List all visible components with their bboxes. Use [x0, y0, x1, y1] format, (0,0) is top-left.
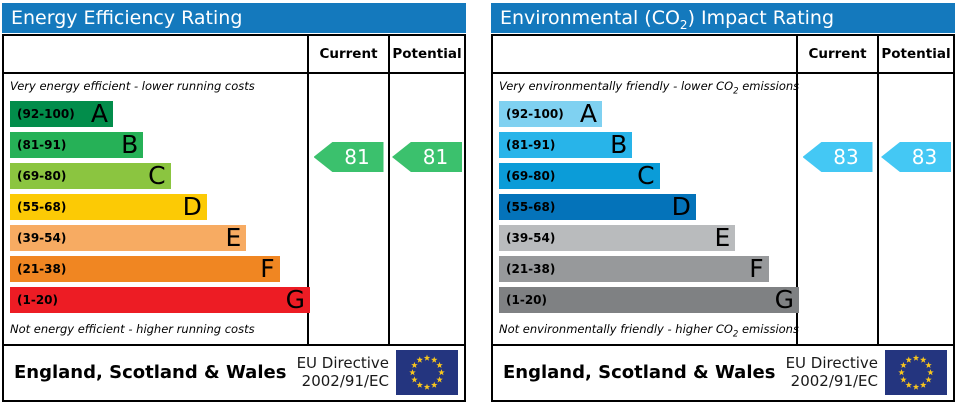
rating-band-a: (92-100) A	[10, 99, 114, 128]
rating-bands: (92-100) A (81-91) B (69-80) C (55-68) D (39-54)…	[493, 99, 799, 318]
rating-header-cell	[493, 36, 798, 72]
band-range-label: (92-100)	[17, 107, 75, 121]
eu-directive-label: EU Directive 2002/91/EC	[296, 354, 389, 390]
band-letter: G	[774, 285, 794, 314]
band-letter: E	[225, 223, 242, 252]
bottom-note: Not energy efficient - higher running co…	[10, 321, 255, 336]
potential-value-cell: 81	[390, 74, 464, 344]
region-label: England, Scotland & Wales	[503, 361, 776, 383]
band-letter: B	[610, 130, 628, 159]
top-note: Very environmentally friendly - lower CO…	[499, 79, 800, 97]
rating-band-c: (69-80) C	[499, 163, 660, 189]
band-letter: A	[90, 99, 109, 128]
band-range-label: (39-54)	[506, 231, 556, 245]
title-text: Environmental (CO	[500, 7, 680, 29]
band-range-label: (1-20)	[506, 293, 547, 307]
eu-directive-label: EU Directive 2002/91/EC	[785, 354, 878, 390]
band-range-label: (55-68)	[506, 200, 556, 214]
bottom-note: Not environmentally friendly - higher CO…	[499, 321, 799, 339]
band-range-label: (39-54)	[17, 231, 67, 245]
rating-band-d: (55-68) D	[10, 194, 207, 220]
title-text-post: ) Impact Rating	[687, 7, 835, 29]
potential-value-cell: 83	[879, 74, 953, 344]
potential-rating-arrow: 81	[392, 142, 462, 172]
band-letter: D	[671, 192, 691, 221]
table-header-row: Current Potential	[493, 36, 953, 74]
environmental-impact-panel: Environmental (CO2) Impact Rating Curren…	[491, 3, 955, 402]
band-range-label: (81-91)	[17, 138, 67, 152]
current-rating-value: 81	[344, 145, 370, 169]
band-range-label: (92-100)	[506, 107, 564, 121]
current-value-cell: 81	[309, 74, 390, 344]
table-body-row: Very energy efficient - lower running co…	[4, 74, 464, 344]
current-column-header: Current	[798, 36, 879, 72]
current-rating-value: 83	[833, 145, 859, 169]
region-label: England, Scotland & Wales	[14, 361, 287, 383]
band-range-label: (55-68)	[17, 200, 67, 214]
table-body-row: Very environmentally friendly - lower CO…	[493, 74, 953, 344]
potential-rating-value: 81	[422, 145, 449, 169]
potential-rating-arrow: 83	[881, 142, 951, 172]
rating-band-f: (21-38) F	[10, 256, 280, 282]
current-value-cell: 83	[798, 74, 879, 344]
band-range-label: (69-80)	[17, 169, 67, 183]
table-footer: England, Scotland & Wales EU Directive 2…	[493, 344, 953, 398]
rating-band-e: (39-54) E	[10, 223, 247, 252]
band-letter: G	[285, 285, 305, 314]
band-range-label: (1-20)	[17, 293, 58, 307]
environmental-rating-table: Current Potential Very environmentally f…	[491, 34, 955, 402]
rating-scale-cell: Very energy efficient - lower running co…	[4, 74, 310, 344]
current-column-header: Current	[309, 36, 390, 72]
rating-header-cell	[4, 36, 309, 72]
energy-efficiency-panel: Energy Efficiency Rating Current Potenti…	[2, 3, 466, 402]
rating-band-b: (81-91) B	[10, 130, 144, 159]
current-rating-arrow: 81	[313, 142, 384, 172]
rating-band-e: (39-54) E	[499, 223, 736, 252]
rating-band-d: (55-68) D	[499, 194, 696, 220]
band-letter: D	[182, 192, 202, 221]
band-range-label: (81-91)	[506, 138, 556, 152]
current-rating-arrow: 83	[802, 142, 873, 172]
rating-band-f: (21-38) F	[499, 256, 769, 282]
rating-band-g: (1-20) G	[10, 287, 310, 313]
rating-band-a: (92-100) A	[499, 99, 603, 128]
band-letter: F	[260, 254, 275, 283]
band-letter: E	[714, 223, 731, 252]
band-letter: C	[637, 161, 655, 190]
energy-rating-table: Current Potential Very energy efficient …	[2, 34, 466, 402]
potential-column-header: Potential	[392, 46, 462, 62]
band-letter: C	[148, 161, 166, 190]
rating-bands: (92-100) A (81-91) B (69-80) C (55-68) D (39-54)…	[4, 99, 310, 318]
eu-flag-icon	[396, 349, 458, 395]
band-range-label: (21-38)	[506, 262, 556, 276]
band-letter: B	[121, 130, 139, 159]
top-note: Very energy efficient - lower running co…	[10, 79, 255, 93]
band-letter: F	[749, 254, 764, 283]
band-range-label: (21-38)	[17, 262, 67, 276]
potential-column-header: Potential	[881, 46, 951, 62]
rating-band-g: (1-20) G	[499, 287, 799, 313]
title-text: Energy Efficiency Rating	[11, 7, 243, 29]
title-subscript: 2	[679, 17, 688, 32]
table-footer: England, Scotland & Wales EU Directive 2…	[4, 344, 464, 398]
table-header-row: Current Potential	[4, 36, 464, 74]
rating-band-b: (81-91) B	[499, 130, 633, 159]
eu-flag-icon	[885, 349, 947, 395]
rating-scale-cell: Very environmentally friendly - lower CO…	[493, 74, 800, 344]
band-range-label: (69-80)	[506, 169, 556, 183]
potential-rating-value: 83	[911, 145, 938, 169]
band-letter: A	[579, 99, 598, 128]
environmental-panel-title: Environmental (CO2) Impact Rating	[491, 3, 955, 33]
energy-panel-title: Energy Efficiency Rating	[2, 3, 466, 33]
rating-band-c: (69-80) C	[10, 163, 171, 189]
